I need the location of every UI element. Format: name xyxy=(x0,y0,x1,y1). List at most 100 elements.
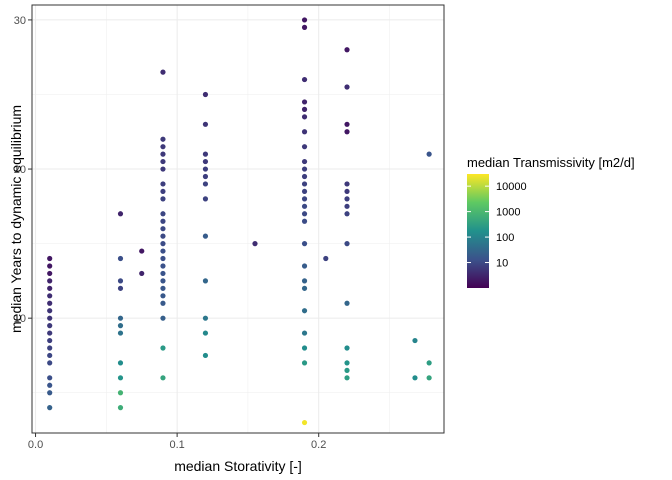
scatter-point xyxy=(160,255,166,262)
x-tick-label: 0.1 xyxy=(169,439,184,451)
scatter-point xyxy=(301,308,308,314)
scatter-point xyxy=(117,375,124,381)
scatter-point xyxy=(47,330,53,336)
scatter-point xyxy=(47,360,53,366)
scatter-point xyxy=(160,188,166,195)
scatter-point xyxy=(301,278,308,284)
scatter-point xyxy=(160,278,166,284)
scatter-point xyxy=(160,151,166,157)
scatter-point xyxy=(160,375,166,381)
scatter-point xyxy=(301,345,308,351)
scatter-point xyxy=(160,241,166,247)
scatter-point xyxy=(160,158,166,165)
scatter-point xyxy=(202,233,209,239)
scatter-point xyxy=(344,375,350,381)
scatter-point xyxy=(301,158,308,165)
scatter-point xyxy=(139,248,145,254)
scatter-point xyxy=(301,76,308,83)
scatter-point xyxy=(202,91,209,98)
scatter-point xyxy=(202,121,209,127)
scatter-point xyxy=(344,211,350,217)
scatter-point xyxy=(344,360,350,366)
scatter-point xyxy=(47,345,53,351)
scatter-point xyxy=(160,233,166,239)
scatter-point xyxy=(117,330,124,336)
scatter-point xyxy=(160,144,166,150)
scatter-point xyxy=(160,226,166,232)
scatter-point xyxy=(344,188,350,195)
scatter-point xyxy=(202,330,209,336)
scatter-point xyxy=(301,218,308,224)
scatter-point xyxy=(301,211,308,217)
scatter-point xyxy=(47,278,53,284)
scatter-point xyxy=(160,263,166,269)
data-points xyxy=(47,17,432,426)
scatter-point xyxy=(160,211,166,217)
legend-tick-label: 10000 xyxy=(496,181,527,193)
scatter-point xyxy=(301,196,308,202)
scatter-point xyxy=(117,405,124,411)
scatter-point xyxy=(47,300,53,306)
scatter-point xyxy=(301,144,308,150)
scatter-point xyxy=(160,300,166,306)
scatter-point xyxy=(301,114,308,120)
scatter-point xyxy=(301,203,308,209)
legend-ticks: 10 100 1000 10000 xyxy=(467,181,527,270)
legend-tick-label: 10 xyxy=(496,258,508,270)
minor-gridlines xyxy=(32,5,444,433)
scatter-point xyxy=(426,360,432,366)
scatter-point xyxy=(344,196,350,202)
scatter-point xyxy=(252,241,258,247)
scatter-point xyxy=(301,188,308,195)
scatter-point xyxy=(160,315,166,321)
scatter-point xyxy=(160,166,166,172)
scatter-point xyxy=(117,315,124,321)
scatter-point xyxy=(426,375,432,381)
scatter-point xyxy=(301,166,308,172)
x-tick-label: 0.2 xyxy=(311,439,326,451)
scatter-point xyxy=(301,241,308,247)
scatter-point xyxy=(202,151,209,157)
scatter-point xyxy=(117,390,124,396)
scatter-point xyxy=(160,218,166,224)
scatter-point xyxy=(160,136,166,142)
scatter-point xyxy=(47,308,53,314)
scatter-point xyxy=(344,181,350,187)
legend-title: median Transmissivity [m2/d] xyxy=(467,155,635,170)
scatter-point xyxy=(160,293,166,299)
scatter-point xyxy=(160,345,166,351)
plot-border xyxy=(31,4,445,434)
x-axis-title: median Storativity [-] xyxy=(174,458,302,474)
scatter-point xyxy=(426,151,432,157)
scatter-point xyxy=(344,300,350,306)
major-gridlines xyxy=(32,5,444,433)
scatter-point xyxy=(160,285,166,291)
scatter-point xyxy=(301,173,308,180)
scatter-point xyxy=(117,211,124,217)
scatter-point xyxy=(47,390,53,396)
scatter-point xyxy=(344,47,350,53)
scatter-point xyxy=(160,69,166,75)
scatter-point xyxy=(301,24,308,30)
legend-tick-label: 1000 xyxy=(496,207,520,219)
scatter-point xyxy=(301,419,308,426)
scatter-point xyxy=(47,255,53,262)
scatter-point xyxy=(301,263,308,269)
scatter-point xyxy=(301,106,308,112)
x-tick-label: 0.0 xyxy=(28,439,43,451)
scatter-point xyxy=(202,196,209,202)
plot-panel xyxy=(32,5,444,433)
scatter-point xyxy=(47,270,53,277)
scatter-point xyxy=(412,337,418,344)
scatter-point xyxy=(323,255,329,262)
scatter-point xyxy=(344,203,350,209)
scatter-point xyxy=(160,196,166,202)
scatter-point xyxy=(160,248,166,254)
y-tick-label: 20 xyxy=(14,164,26,176)
scatter-point xyxy=(117,278,124,284)
scatter-point xyxy=(47,285,53,291)
scatter-point xyxy=(301,181,308,187)
y-tick-label: 10 xyxy=(14,313,26,325)
legend-tick-label: 100 xyxy=(496,232,514,244)
legend-colorbar xyxy=(467,174,489,288)
